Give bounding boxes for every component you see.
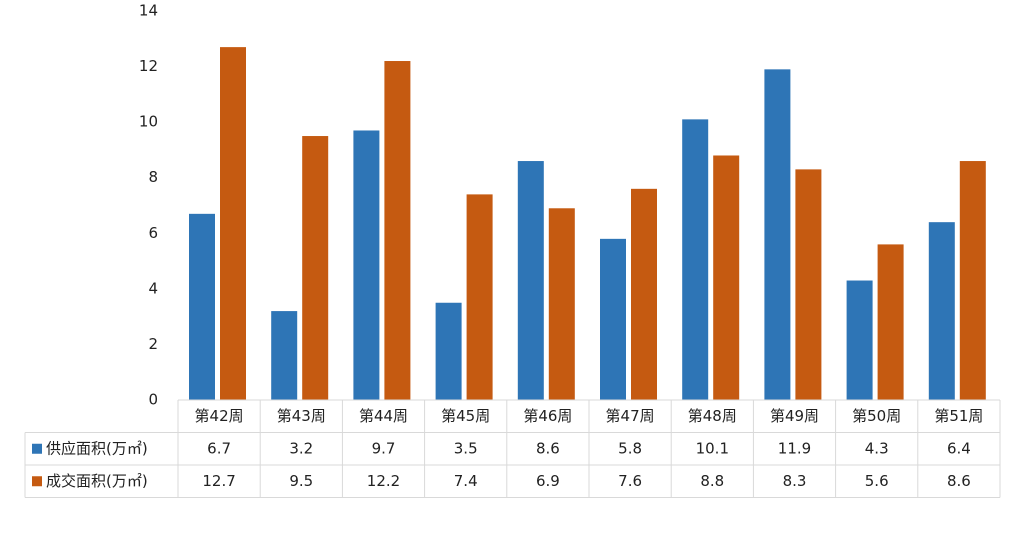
bar: [928, 222, 955, 400]
bar: [631, 188, 657, 400]
x-tick-label: 第46周: [523, 407, 572, 425]
x-tick-label: 第50周: [852, 407, 901, 425]
bar: [846, 280, 873, 400]
table-value: 3.2: [289, 439, 313, 457]
x-tick-label: 第47周: [606, 407, 655, 425]
x-tick-label: 第49周: [770, 407, 819, 425]
table-value: 3.5: [454, 439, 478, 457]
bar: [302, 136, 329, 401]
bar: [795, 169, 822, 400]
bar: [600, 238, 626, 400]
table-value: 4.3: [865, 439, 889, 457]
bar: [189, 213, 215, 400]
x-tick-label: 第48周: [688, 407, 737, 425]
y-tick-label: 4: [148, 279, 158, 297]
bar: [877, 244, 904, 400]
table-value: 9.7: [372, 439, 396, 457]
x-tick-label: 第44周: [359, 407, 408, 425]
x-tick-label: 第51周: [934, 407, 983, 425]
legend-swatch: [32, 443, 42, 454]
bar: [713, 155, 740, 400]
table-value: 8.8: [700, 472, 724, 490]
table-value: 7.4: [454, 472, 478, 490]
bar: [435, 302, 462, 400]
bar: [353, 130, 380, 400]
y-tick-label: 12: [139, 57, 158, 75]
x-tick-label: 第42周: [195, 407, 244, 425]
table-value: 6.9: [536, 472, 560, 490]
table-value: 5.8: [618, 439, 642, 457]
legend-label: 成交面积(万㎡): [46, 472, 148, 490]
bar: [764, 69, 791, 400]
bar: [682, 119, 709, 400]
bar: [220, 47, 246, 400]
y-tick-label: 6: [148, 224, 158, 242]
table-value: 8.6: [536, 439, 560, 457]
table-value: 8.3: [783, 472, 807, 490]
table-value: 6.4: [947, 439, 971, 457]
x-tick-label: 第43周: [277, 407, 326, 425]
x-tick-label: 第45周: [441, 407, 490, 425]
y-tick-label: 0: [148, 391, 158, 409]
table-value: 6.7: [207, 439, 231, 457]
bar: [384, 61, 411, 401]
bar: [517, 161, 544, 400]
table-value: 5.6: [865, 472, 889, 490]
y-tick-label: 8: [148, 168, 158, 186]
table-value: 10.1: [696, 439, 729, 457]
bar: [271, 311, 298, 400]
table-value: 7.6: [618, 472, 642, 490]
legend-swatch: [32, 476, 42, 487]
y-tick-label: 14: [139, 2, 158, 20]
bar: [548, 208, 575, 400]
table-value: 11.9: [778, 439, 811, 457]
table-value: 8.6: [947, 472, 971, 490]
y-tick-label: 2: [148, 335, 158, 353]
legend-label: 供应面积(万㎡): [46, 439, 148, 457]
table-value: 12.2: [367, 472, 400, 490]
table-value: 9.5: [289, 472, 313, 490]
y-tick-label: 10: [139, 113, 158, 131]
bar: [959, 161, 986, 400]
bar: [466, 194, 493, 400]
table-value: 12.7: [202, 472, 235, 490]
